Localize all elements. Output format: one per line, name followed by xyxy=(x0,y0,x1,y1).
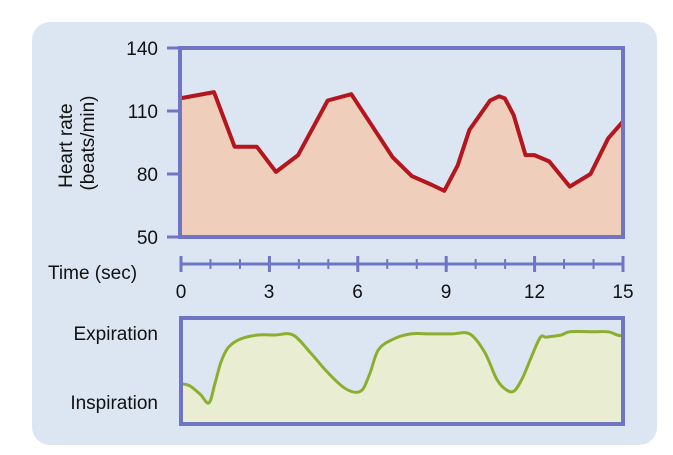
x-tick-label: 9 xyxy=(441,282,452,303)
x-tick-label: 12 xyxy=(524,282,545,303)
x-tick-label: 15 xyxy=(612,282,633,303)
y-tick-label: 140 xyxy=(126,39,158,60)
x-tick-label: 3 xyxy=(264,282,275,303)
time-axis: Time (sec) 0 3 6 9 12 15 xyxy=(48,256,634,303)
inspiration-label: Inspiration xyxy=(70,393,158,414)
y-axis-title: Heart rate (beats/min) xyxy=(56,95,99,190)
y-tick-label: 80 xyxy=(137,165,158,186)
respiration-chart: Expiration Inspiration xyxy=(70,316,625,426)
x-tick-label: 0 xyxy=(176,282,187,303)
expiration-label: Expiration xyxy=(74,324,159,345)
y-axis-title-line: (beats/min) xyxy=(78,95,99,190)
heart-rate-chart: 140 110 80 50 Heart rate (beats/min) xyxy=(56,39,625,249)
y-axis-title-line: Heart rate xyxy=(56,103,77,187)
y-tick-label: 50 xyxy=(137,228,158,249)
y-tick-label: 110 xyxy=(128,102,158,123)
x-tick-label: 6 xyxy=(352,282,363,303)
time-axis-ticks xyxy=(179,256,625,272)
y-tick-labels: 140 110 80 50 xyxy=(126,39,158,249)
respiration-area xyxy=(181,331,623,424)
heart-rate-plot-frame xyxy=(178,46,625,239)
heart-rate-line xyxy=(178,90,625,193)
heart-rate-area xyxy=(180,92,623,237)
x-axis-title: Time (sec) xyxy=(48,263,137,284)
respiration-plot-frame xyxy=(179,316,625,426)
x-tick-labels: 0 3 6 9 12 15 xyxy=(176,282,634,303)
y-axis-ticks xyxy=(167,46,180,239)
respiration-line xyxy=(180,330,624,405)
